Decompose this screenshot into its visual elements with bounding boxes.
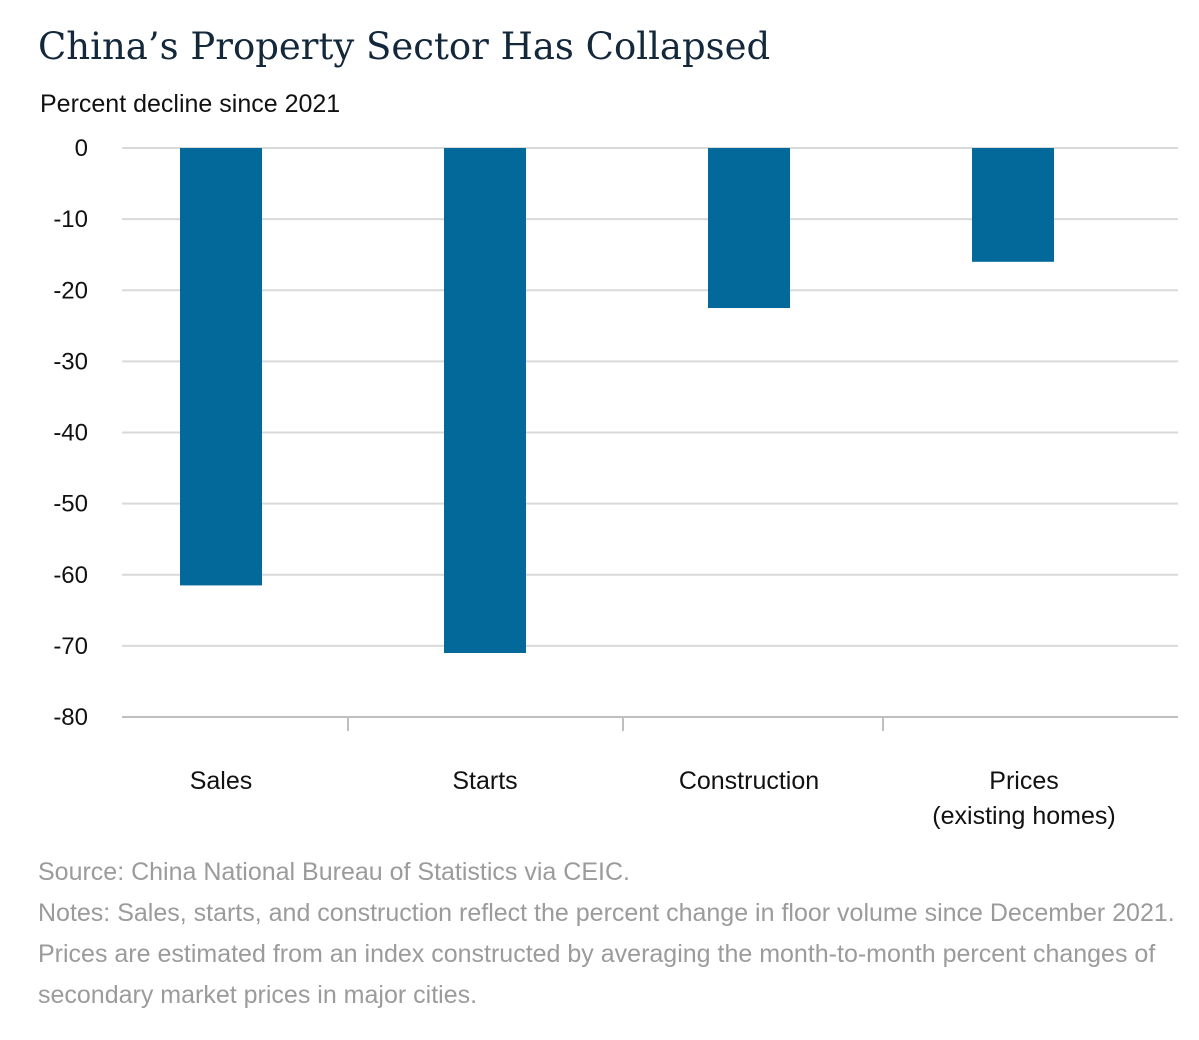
y-tick-label: -50 xyxy=(53,491,88,518)
x-axis xyxy=(122,716,1178,731)
source-note: Source: China National Bureau of Statist… xyxy=(38,858,630,886)
category-label: Prices (existing homes) xyxy=(932,767,1115,830)
bars xyxy=(180,148,1054,653)
category-labels: Sales Starts Construction Prices (existing h… xyxy=(190,767,1116,830)
y-tick-label: -40 xyxy=(53,420,88,447)
bar xyxy=(972,148,1054,262)
gridlines xyxy=(122,147,1178,647)
y-tick-label: -60 xyxy=(53,562,88,589)
y-tick-label: -80 xyxy=(53,704,88,731)
category-label: Sales xyxy=(190,767,253,795)
bar xyxy=(180,148,262,586)
category-label: Starts xyxy=(452,767,517,795)
bar xyxy=(708,148,790,309)
y-tick-label: -70 xyxy=(53,633,88,660)
y-tick-label: -30 xyxy=(53,348,88,375)
y-axis-label: Percent decline since 2021 xyxy=(40,90,340,118)
category-label: Construction xyxy=(679,767,819,795)
bar-chart: Percent decline since 2021 0 -10 -20 -30 -40… xyxy=(40,90,1178,830)
y-tick-labels: 0 -10 -20 -30 -40 -50 -60 -70 -80 xyxy=(53,135,88,731)
y-tick-label: 0 xyxy=(75,135,88,162)
y-tick-label: -10 xyxy=(53,206,88,233)
methodology-note: Notes: Sales, starts, and construction r… xyxy=(38,899,1175,1009)
footnotes: Source: China National Bureau of Statist… xyxy=(38,852,1178,1016)
y-tick-label: -20 xyxy=(53,277,88,304)
chart-title: China’s Property Sector Has Collapsed xyxy=(38,25,771,68)
bar xyxy=(444,148,526,653)
